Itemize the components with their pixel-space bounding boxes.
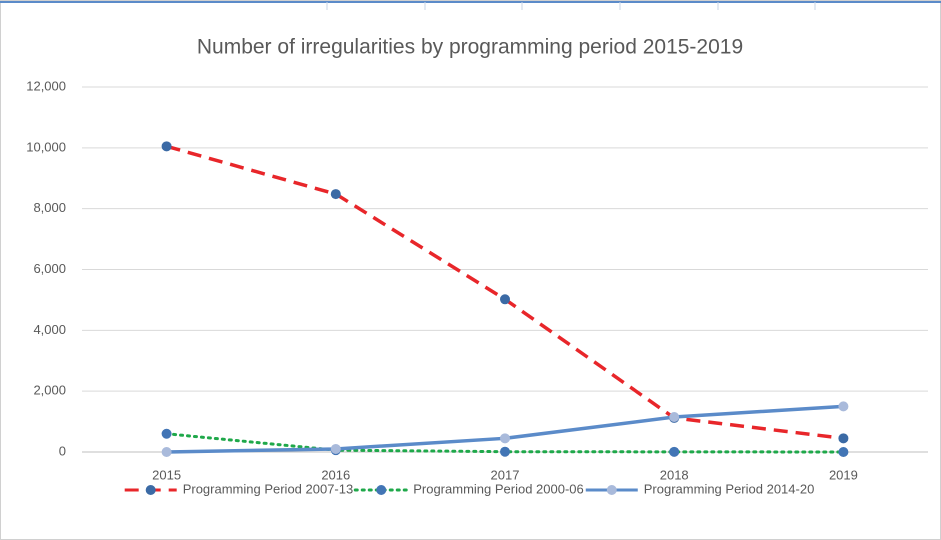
y-tick-label: 0 — [59, 443, 66, 458]
y-tick-label: 8,000 — [33, 200, 66, 215]
data-point — [838, 447, 849, 457]
data-point — [161, 141, 172, 152]
y-tick-label: 6,000 — [33, 261, 66, 276]
data-point — [330, 443, 341, 454]
x-tick-label: 2019 — [829, 467, 858, 482]
data-point — [500, 446, 510, 457]
x-tick-label: 2018 — [660, 467, 689, 482]
x-tick-label: 2017 — [491, 467, 520, 482]
chart-title: Number of irregularities by programming … — [197, 36, 743, 59]
data-point — [161, 428, 172, 439]
data-point — [500, 294, 510, 305]
data-point — [669, 446, 680, 457]
legend-marker — [376, 485, 387, 495]
data-point — [161, 447, 172, 457]
y-tick-label: 2,000 — [33, 383, 66, 398]
x-tick-label: 2016 — [321, 467, 350, 482]
y-tick-label: 4,000 — [33, 322, 66, 337]
top-ticks — [326, 2, 816, 10]
data-point — [669, 412, 680, 423]
legend-label: Programming Period 2014-20 — [644, 481, 815, 496]
data-point — [838, 433, 849, 444]
data-point — [330, 189, 341, 200]
legend-marker — [145, 485, 156, 495]
legend-marker — [606, 485, 617, 495]
data-point — [500, 433, 510, 444]
legend-label: Programming Period 2000-06 — [413, 481, 584, 496]
legend-label: Programming Period 2007-13 — [183, 481, 354, 496]
x-tick-label: 2015 — [152, 467, 181, 482]
data-point — [838, 401, 849, 412]
y-tick-label: 12,000 — [26, 78, 66, 93]
y-tick-label: 10,000 — [26, 139, 66, 154]
